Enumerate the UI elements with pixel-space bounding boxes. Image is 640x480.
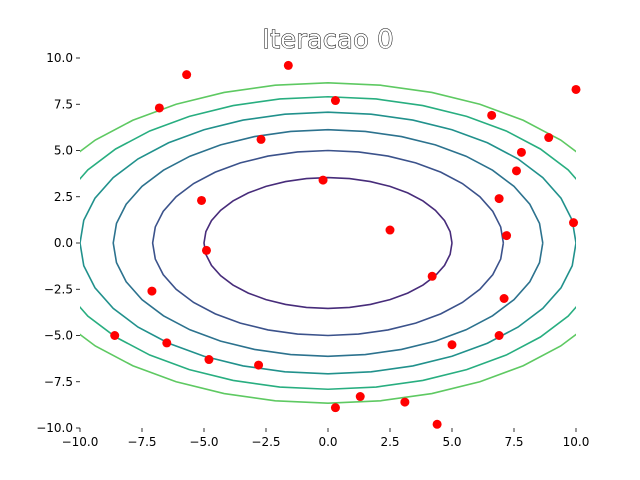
scatter-point: [147, 286, 157, 296]
scatter-point: [494, 194, 504, 204]
scatter-point: [571, 84, 581, 94]
scatter-point: [447, 340, 457, 350]
y-tick-label: −10.0: [36, 421, 73, 435]
scatter-point: [516, 147, 526, 157]
scatter-point: [502, 231, 512, 241]
y-tick-label: −2.5: [44, 282, 73, 296]
scatter-point: [499, 294, 509, 303]
x-tick-label: 10.0: [563, 435, 590, 449]
y-tick-label: −5.0: [44, 329, 73, 343]
x-tick-label: 7.5: [504, 435, 523, 449]
y-tick-label: 0.0: [54, 236, 73, 250]
scatter-point: [427, 271, 437, 281]
x-tick-label: −5.0: [189, 435, 218, 449]
y-axis: −10.0 −7.5 −5.0 −2.5 0.0 2.5 5.0 7.5 10.0: [36, 51, 80, 435]
scatter-point: [204, 355, 214, 365]
contour-level-3: [80, 111, 576, 375]
y-tick-label: 10.0: [46, 51, 73, 65]
contour-level-5: [80, 81, 576, 405]
scatter-point: [318, 175, 328, 185]
scatter-point: [511, 166, 521, 176]
contour-level-1: [151, 149, 505, 337]
scatter-point: [494, 331, 504, 340]
scatter-point: [355, 392, 365, 402]
scatter-point: [569, 218, 579, 228]
x-tick-label: 2.5: [380, 435, 399, 449]
scatter-point: [544, 133, 554, 143]
scatter-point: [385, 225, 395, 235]
scatter-points: [110, 60, 581, 429]
scatter-point: [283, 60, 293, 70]
scatter-point: [254, 360, 264, 370]
contour-level-0: [203, 176, 453, 310]
scatter-point: [182, 70, 192, 80]
scatter-point: [197, 195, 207, 205]
y-tick-label: 5.0: [54, 144, 73, 158]
scatter-point: [256, 134, 266, 144]
x-tick-label: 5.0: [442, 435, 461, 449]
x-axis: −10.0 −7.5 −5.0 −2.5 0.0 2.5 5.0 7.5 10.0: [62, 428, 590, 449]
y-tick-label: −7.5: [44, 375, 73, 389]
y-tick-label: 7.5: [54, 97, 73, 111]
x-tick-label: −2.5: [251, 435, 280, 449]
contour-level-4: [80, 95, 576, 391]
scatter-point: [201, 245, 211, 255]
x-tick-label: −7.5: [127, 435, 156, 449]
scatter-point: [487, 110, 497, 120]
contour-level-2: [112, 128, 544, 358]
scatter-point: [162, 338, 172, 348]
chart-title: Iteracao 0: [262, 25, 393, 55]
x-tick-label: −10.0: [62, 435, 99, 449]
scatter-point: [154, 103, 164, 113]
scatter-point: [432, 419, 442, 429]
contour-lines: [80, 81, 576, 405]
scatter-point: [400, 397, 410, 407]
y-tick-label: 2.5: [54, 190, 73, 204]
scatter-point: [110, 331, 120, 340]
x-tick-label: 0.0: [318, 435, 337, 449]
scatter-point: [330, 403, 340, 413]
scatter-point: [330, 96, 340, 106]
